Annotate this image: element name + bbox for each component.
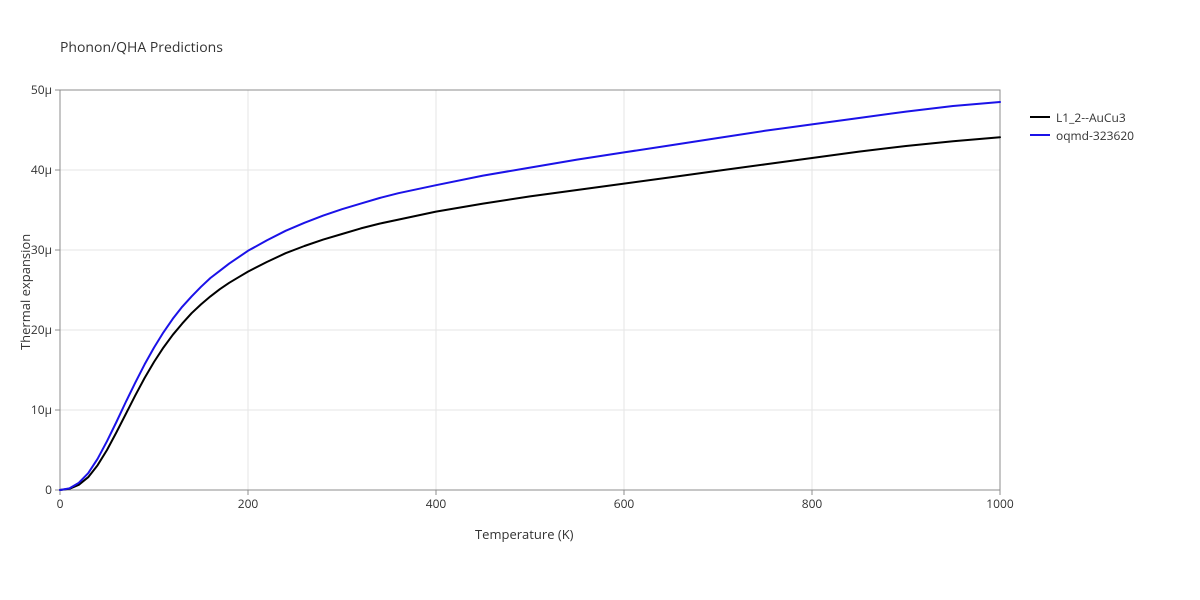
y-tick-label: 10µ bbox=[31, 401, 52, 418]
legend-swatch bbox=[1030, 116, 1050, 118]
plot-svg: 0 200 400 600 800 1000 0 10µ 20µ 30µ 40µ 50µ bbox=[0, 0, 1200, 600]
legend-item[interactable]: L1_2--AuCu3 bbox=[1030, 108, 1134, 126]
x-tick-label: 800 bbox=[802, 495, 823, 512]
x-tick-label: 400 bbox=[426, 495, 447, 512]
y-tick-label: 30µ bbox=[31, 241, 52, 258]
x-axis-label: Temperature (K) bbox=[475, 525, 574, 543]
x-tick-label: 200 bbox=[238, 495, 259, 512]
legend-label: oqmd-323620 bbox=[1056, 127, 1134, 144]
y-axis-label: Thermal expansion bbox=[16, 234, 34, 350]
y-tick-label: 20µ bbox=[31, 321, 52, 338]
x-tick-label: 0 bbox=[57, 495, 64, 512]
legend-swatch bbox=[1030, 134, 1050, 136]
y-tick-label: 50µ bbox=[31, 81, 52, 98]
x-tick-label: 1000 bbox=[986, 495, 1014, 512]
legend-label: L1_2--AuCu3 bbox=[1056, 109, 1126, 126]
y-tick-label: 0 bbox=[45, 481, 52, 498]
x-tick-label: 600 bbox=[614, 495, 635, 512]
chart-container: Phonon/QHA Predictions 02004006008001000… bbox=[0, 0, 1200, 600]
legend-item[interactable]: oqmd-323620 bbox=[1030, 126, 1134, 144]
y-tick-label: 40µ bbox=[31, 161, 52, 178]
legend: L1_2--AuCu3oqmd-323620 bbox=[1030, 108, 1134, 144]
